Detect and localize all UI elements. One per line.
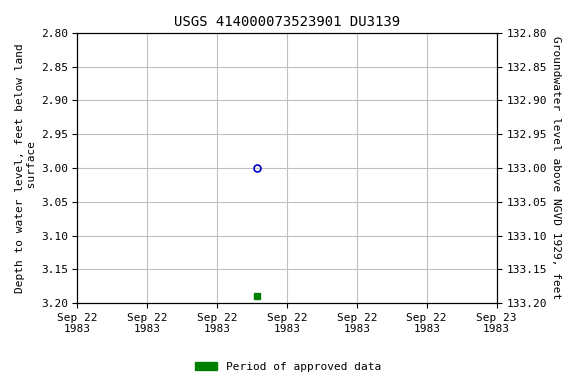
Title: USGS 414000073523901 DU3139: USGS 414000073523901 DU3139 xyxy=(174,15,400,29)
Y-axis label: Depth to water level, feet below land
 surface: Depth to water level, feet below land su… xyxy=(15,43,37,293)
Legend: Period of approved data: Period of approved data xyxy=(191,358,385,377)
Y-axis label: Groundwater level above NGVD 1929, feet: Groundwater level above NGVD 1929, feet xyxy=(551,36,561,300)
